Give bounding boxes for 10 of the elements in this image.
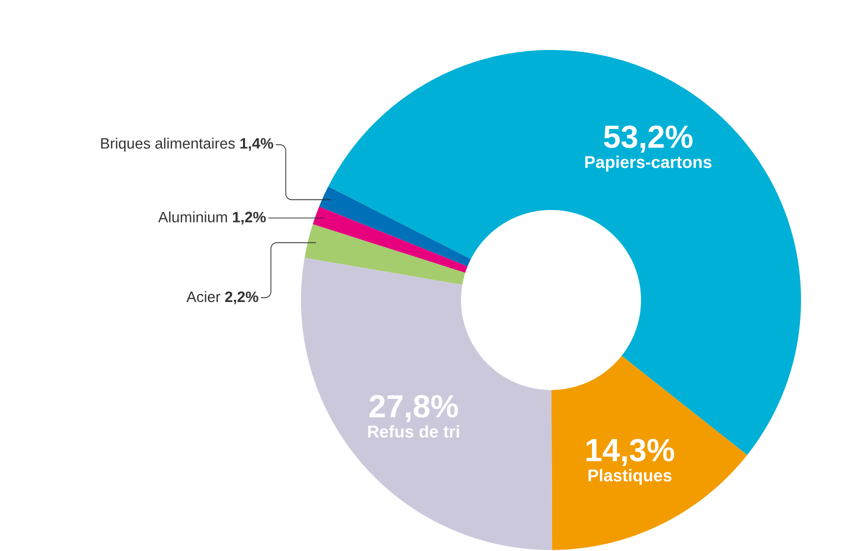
slice-label: Papiers-cartons <box>585 156 712 172</box>
slice-label: Acier <box>186 291 220 302</box>
data-label: 53,2% <box>604 125 692 153</box>
data-label: 1,2% <box>233 212 266 225</box>
slice-label: Briques alimentaires <box>101 138 235 152</box>
data-label: 1,4% <box>240 138 274 151</box>
data-label: 2,2% <box>225 292 258 304</box>
slice-label: Aluminium <box>158 211 227 222</box>
data-label: 14,3% <box>586 438 674 466</box>
slice-label: Plastiques <box>588 469 672 485</box>
